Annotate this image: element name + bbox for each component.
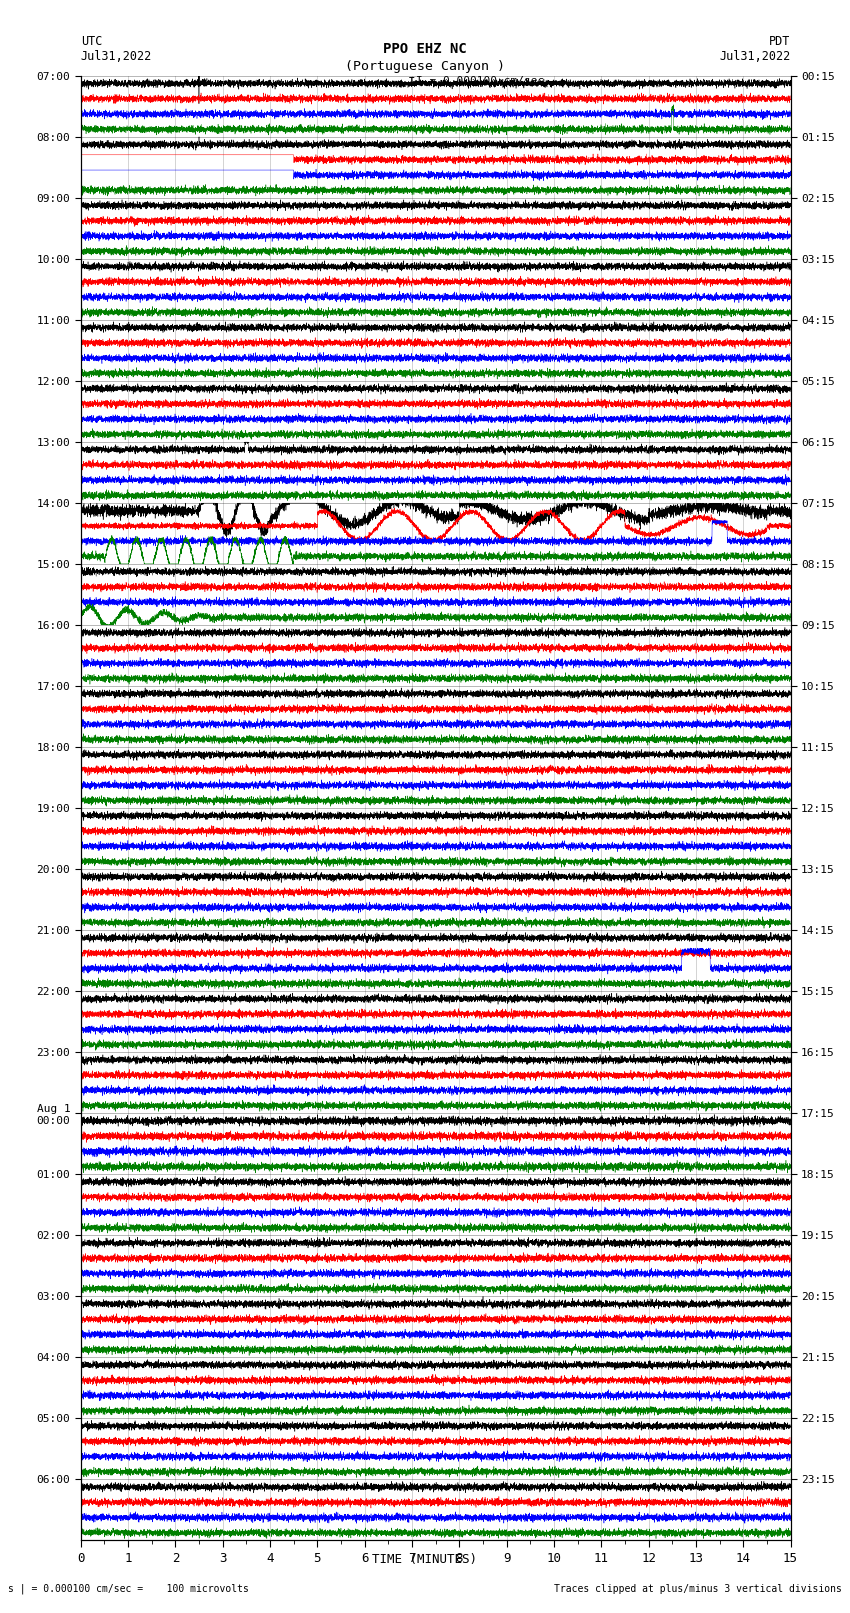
Text: PPO EHZ NC: PPO EHZ NC bbox=[383, 42, 467, 56]
Text: s | = 0.000100 cm/sec =    100 microvolts: s | = 0.000100 cm/sec = 100 microvolts bbox=[8, 1582, 249, 1594]
Text: PDT: PDT bbox=[769, 35, 790, 48]
Text: I: I bbox=[408, 76, 415, 89]
Text: (Portuguese Canyon ): (Portuguese Canyon ) bbox=[345, 60, 505, 73]
Text: UTC: UTC bbox=[81, 35, 102, 48]
Text: Traces clipped at plus/minus 3 vertical divisions: Traces clipped at plus/minus 3 vertical … bbox=[553, 1584, 842, 1594]
Text: Jul31,2022: Jul31,2022 bbox=[81, 50, 152, 63]
Text: Jul31,2022: Jul31,2022 bbox=[719, 50, 791, 63]
Text: TIME (MINUTES): TIME (MINUTES) bbox=[372, 1553, 478, 1566]
Text: I = 0.000100 cm/sec: I = 0.000100 cm/sec bbox=[416, 76, 545, 85]
